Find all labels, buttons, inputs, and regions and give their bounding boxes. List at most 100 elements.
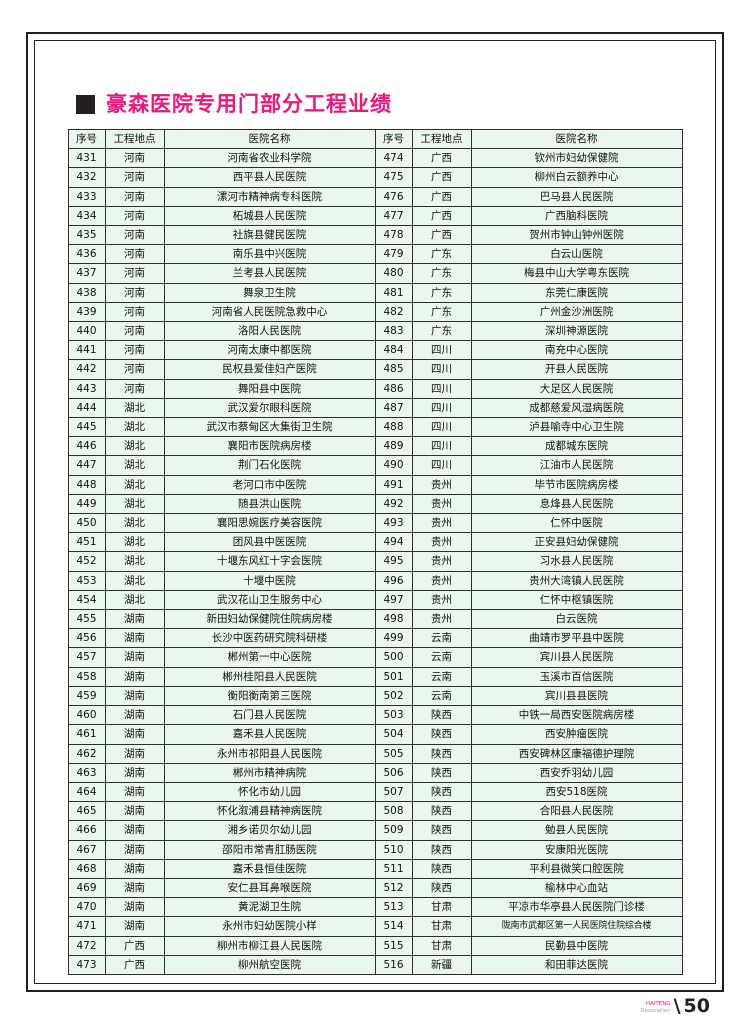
cell-hospital-left: 河南省人民医院急救中心 (163, 301, 376, 323)
table-row: 441 河南 河南太康中都医院 484 四川 南充中心医院 (67, 340, 683, 361)
cell-seq-left: 451 (67, 532, 106, 553)
cell-seq-left: 438 (67, 282, 106, 303)
cell-seq-left: 444 (67, 397, 106, 419)
table-row: 452 湖北 十堰东风红十字会医院 495 贵州 习水县人民医院 (67, 551, 683, 572)
cell-location-left: 河南 (104, 301, 165, 323)
cell-hospital-right: 贺州市钟山钟州医院 (470, 225, 683, 246)
cell-location-right: 云南 (411, 647, 472, 668)
cell-seq-right: 514 (374, 916, 413, 937)
cell-seq-right: 504 (374, 724, 413, 745)
cell-location-left: 湖南 (104, 762, 165, 783)
cell-location-left: 河南 (104, 340, 165, 361)
cell-location-right: 陕西 (411, 743, 472, 764)
table-row: 440 河南 洛阳人民医院 483 广东 深圳神源医院 (67, 321, 683, 342)
cell-hospital-left: 河南太康中都医院 (163, 340, 376, 361)
cell-seq-right: 480 (374, 263, 413, 284)
table-row: 467 湖南 邵阳市常青肛肠医院 510 陕西 安康阳光医院 (67, 839, 683, 860)
cell-location-left: 湖南 (104, 820, 165, 841)
title-bullet-square (76, 95, 95, 114)
cell-seq-left: 457 (67, 647, 106, 668)
cell-seq-left: 472 (67, 935, 106, 956)
cell-hospital-right: 平利县微笑口腔医院 (470, 858, 683, 879)
table-row: 446 湖北 襄阳市医院病房楼 489 四川 成都城东医院 (67, 436, 683, 457)
cell-hospital-right: 仁怀中医院 (470, 513, 683, 534)
cell-hospital-right: 息烽县人民医院 (470, 493, 683, 515)
cell-location-left: 湖北 (104, 570, 165, 591)
cell-seq-right: 509 (374, 820, 413, 841)
cell-hospital-left: 柳州航空医院 (163, 954, 376, 975)
cell-seq-left: 435 (67, 225, 106, 246)
page-title-text: 豪森医院专用门部分工程业绩 (106, 92, 392, 116)
cell-seq-right: 515 (374, 935, 413, 956)
cell-hospital-right: 西安碑林区康福德护理院 (470, 743, 683, 764)
header-seq-left: 序号 (67, 128, 106, 150)
cell-location-right: 陕西 (411, 820, 472, 841)
cell-seq-left: 450 (67, 513, 106, 534)
cell-location-left: 湖北 (104, 455, 165, 476)
table-row: 443 河南 舞阳县中医院 486 四川 大足区人民医院 (67, 378, 683, 399)
cell-location-right: 广东 (411, 244, 472, 265)
cell-hospital-left: 邵阳市常青肛肠医院 (163, 839, 376, 860)
cell-hospital-left: 石门县人民医院 (163, 705, 376, 726)
cell-location-right: 广西 (411, 148, 472, 169)
brand-line-2: Decoration (640, 1007, 671, 1014)
cell-location-left: 河南 (104, 225, 165, 246)
cell-seq-right: 507 (374, 781, 413, 803)
cell-hospital-right: 平凉市华亭县人民医院门诊楼 (470, 897, 683, 918)
cell-seq-right: 499 (374, 628, 413, 649)
cell-location-left: 湖北 (104, 397, 165, 419)
cell-seq-right: 485 (374, 359, 413, 380)
cell-seq-left: 460 (67, 705, 106, 726)
cell-location-left: 湖南 (104, 877, 165, 899)
cell-location-left: 湖南 (104, 647, 165, 668)
cell-location-left: 湖北 (104, 493, 165, 515)
cell-hospital-left: 安仁县耳鼻喉医院 (163, 877, 376, 899)
cell-location-right: 贵州 (411, 589, 472, 611)
cell-hospital-left: 永州市祁阳县人民医院 (163, 743, 376, 764)
cell-seq-left: 452 (67, 551, 106, 572)
cell-seq-right: 512 (374, 877, 413, 899)
brand-mark: HAITENG Decoration (640, 1001, 670, 1016)
cell-hospital-left: 嘉禾县恒佳医院 (163, 858, 376, 879)
cell-hospital-right: 榆林中心血站 (470, 877, 683, 899)
table-row: 456 湖南 长沙中医药研究院科研楼 499 云南 曲靖市罗平县中医院 (67, 628, 683, 649)
cell-location-left: 湖南 (104, 743, 165, 764)
cell-seq-right: 510 (374, 839, 413, 860)
header-location-left: 工程地点 (104, 128, 165, 150)
cell-seq-left: 455 (67, 609, 106, 630)
cell-seq-left: 448 (67, 474, 106, 495)
cell-hospital-right: 西安肿瘤医院 (470, 724, 683, 745)
footer-slash: \ (673, 995, 681, 1017)
cell-hospital-right: 深圳神源医院 (470, 321, 683, 342)
cell-hospital-left: 民权县爱佳妇产医院 (163, 359, 376, 380)
cell-seq-left: 469 (67, 877, 106, 899)
cell-location-right: 云南 (411, 685, 472, 707)
cell-hospital-left: 郴州第一中心医院 (163, 647, 376, 668)
cell-location-left: 河南 (104, 359, 165, 380)
cell-location-left: 湖南 (104, 705, 165, 726)
cell-location-right: 云南 (411, 666, 472, 687)
cell-seq-right: 486 (374, 378, 413, 399)
cell-location-right: 陕西 (411, 858, 472, 879)
cell-hospital-left: 十堰中医院 (163, 570, 376, 591)
cell-seq-right: 496 (374, 570, 413, 591)
cell-hospital-right: 西安518医院 (470, 781, 683, 803)
cell-seq-right: 478 (374, 225, 413, 246)
cell-hospital-right: 曲靖市罗平县中医院 (470, 628, 683, 649)
cell-location-right: 贵州 (411, 532, 472, 553)
cell-seq-left: 468 (67, 858, 106, 879)
cell-location-right: 广东 (411, 321, 472, 342)
table-row: 448 湖北 老河口市中医院 491 贵州 毕节市医院病房楼 (67, 474, 683, 495)
cell-location-left: 河南 (104, 282, 165, 303)
cell-seq-left: 456 (67, 628, 106, 649)
cell-hospital-right: 广西脑科医院 (470, 205, 683, 227)
table-row: 447 湖北 荆门石化医院 490 四川 江油市人民医院 (67, 455, 683, 476)
table-row: 471 湖南 永州市妇幼医院小样 514 甘肃 陇南市武都区第一人民医院住院综合楼 (67, 916, 683, 937)
cell-seq-right: 500 (374, 647, 413, 668)
cell-location-right: 广西 (411, 205, 472, 227)
cell-location-left: 湖北 (104, 551, 165, 572)
cell-seq-right: 516 (374, 954, 413, 975)
cell-location-left: 湖北 (104, 589, 165, 611)
cell-seq-left: 437 (67, 263, 106, 284)
cell-location-left: 湖南 (104, 916, 165, 937)
